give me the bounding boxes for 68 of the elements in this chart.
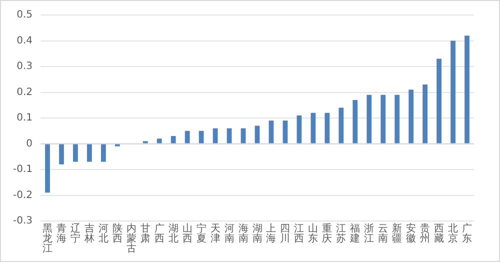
x-tick-label: 海南 (238, 222, 248, 245)
x-tick-label: 内蒙古 (126, 222, 136, 255)
bar (212, 128, 218, 144)
x-tick-label: 陕西 (112, 222, 122, 245)
bar (268, 120, 274, 144)
bar (296, 115, 302, 144)
x-tick-label: 宁夏 (196, 222, 206, 245)
x-tick-label: 天津 (210, 224, 220, 245)
x-tick-label: 河南 (224, 222, 234, 245)
x-tick-label: 新疆 (392, 222, 402, 245)
x-tick-label: 河北 (98, 222, 108, 245)
bar (184, 130, 190, 144)
bar (324, 112, 330, 144)
y-tick-label: 0.4 (16, 35, 33, 46)
bar (394, 94, 400, 144)
x-tick-label: 西藏 (434, 224, 444, 245)
x-tick-label: 贵州 (420, 222, 430, 245)
y-tick-label: -0.1 (12, 164, 33, 176)
bar (450, 40, 456, 144)
x-tick-label: 甘肃 (140, 222, 150, 245)
x-tick-label: 吉林 (83, 222, 94, 245)
x-tick-label: 辽宁 (70, 222, 80, 245)
bar (87, 144, 92, 162)
bar (254, 126, 260, 144)
bar (59, 144, 64, 164)
bar (352, 100, 358, 144)
x-tick-label: 山东 (308, 222, 318, 245)
bar (310, 112, 316, 144)
x-tick-label: 青海 (56, 222, 66, 245)
bar (422, 84, 428, 144)
bar (100, 144, 106, 162)
bar (198, 130, 204, 144)
x-tick-label: 黑龙江 (42, 224, 53, 255)
x-tick-label: 广西 (154, 222, 164, 245)
x-tick-label: 福建 (349, 222, 360, 245)
x-tick-label: 湖南 (252, 222, 262, 245)
x-tick-label: 江西 (294, 222, 304, 245)
bar (282, 120, 288, 144)
bar (156, 138, 162, 144)
x-tick-label: 四川 (280, 224, 290, 245)
bar (338, 108, 344, 144)
bar (170, 136, 176, 144)
x-tick-label: 安徽 (406, 222, 416, 245)
bar (73, 144, 78, 162)
bar (240, 128, 246, 144)
x-tick-label: 江苏 (336, 222, 346, 245)
y-tick-label: -0.3 (12, 216, 33, 227)
x-tick-label: 广东 (462, 222, 472, 245)
x-tick-label: 山西 (182, 222, 192, 245)
x-tick-label: 重庆 (322, 222, 332, 245)
bar (366, 94, 372, 144)
x-tick-label: 浙江 (364, 222, 374, 245)
y-tick-label: 0.5 (16, 10, 33, 21)
bar (226, 128, 232, 144)
x-tick-label: 云南 (378, 224, 388, 245)
x-tick-label: 湖北 (168, 222, 178, 245)
y-tick-label: -0.2 (12, 190, 33, 201)
y-tick-label: 0.1 (16, 112, 33, 124)
bar (436, 58, 442, 144)
y-tick-label: 0.3 (16, 61, 33, 72)
bar (408, 90, 414, 144)
y-tick-label: 0.2 (16, 86, 33, 98)
bar (464, 36, 470, 144)
x-tick-label: 上海 (266, 222, 276, 245)
x-tick-label: 北京 (448, 222, 458, 245)
bar (45, 144, 50, 193)
bar (380, 94, 386, 144)
y-tick-label: 0 (26, 138, 33, 150)
